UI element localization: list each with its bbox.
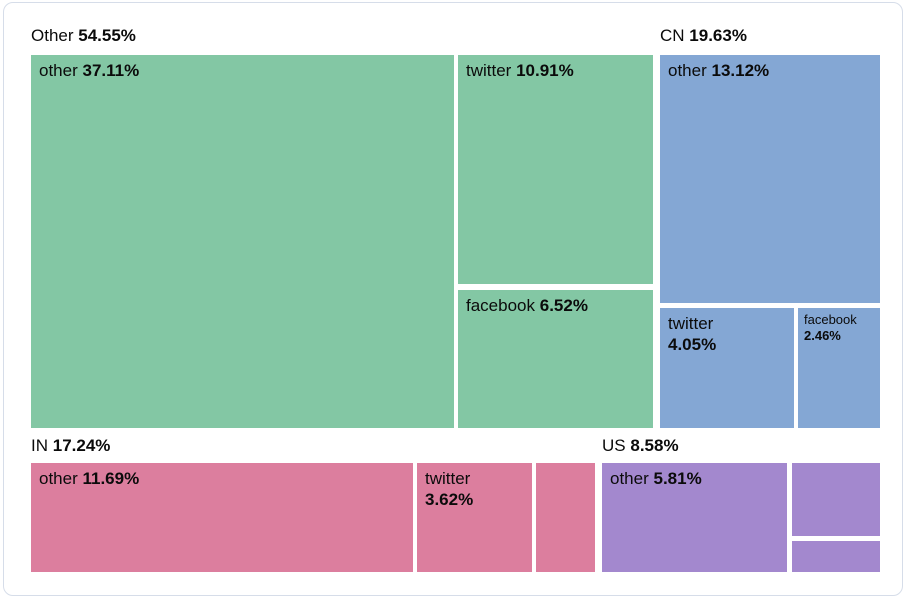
cell-label: other 37.11% — [39, 61, 140, 80]
treemap-cell-us-twitter[interactable] — [792, 463, 880, 536]
cell-label: twitter 4.05% — [668, 314, 717, 355]
group-header-cn: CN 19.63% — [660, 26, 747, 46]
treemap-cell-other-other[interactable]: other 37.11% — [31, 55, 454, 428]
cell-label: facebook 2.46% — [804, 312, 857, 343]
cell-label: other 13.12% — [668, 61, 770, 80]
treemap-cell-us-facebook[interactable] — [792, 541, 880, 572]
cell-label: twitter 10.91% — [466, 61, 574, 80]
group-value: 8.58% — [630, 436, 679, 455]
treemap-cell-us-other[interactable]: other 5.81% — [602, 463, 787, 572]
treemap-cell-in-other[interactable]: other 11.69% — [31, 463, 413, 572]
group-name: CN — [660, 26, 685, 45]
group-value: 17.24% — [52, 436, 111, 455]
group-name: US — [602, 436, 626, 455]
treemap-cell-in-twitter[interactable]: twitter 3.62% — [417, 463, 532, 572]
treemap-cell-cn-twitter[interactable]: twitter 4.05% — [660, 308, 794, 428]
treemap-cell-cn-facebook[interactable]: facebook 2.46% — [798, 308, 880, 428]
cell-label: facebook 6.52% — [466, 296, 588, 315]
group-header-other: Other 54.55% — [31, 26, 136, 46]
group-header-in: IN 17.24% — [31, 436, 110, 456]
group-header-us: US 8.58% — [602, 436, 679, 456]
group-name: IN — [31, 436, 48, 455]
treemap-cell-cn-other[interactable]: other 13.12% — [660, 55, 880, 303]
cell-label: other 5.81% — [610, 469, 702, 488]
cell-label: twitter 3.62% — [425, 469, 474, 510]
cell-label: other 11.69% — [39, 469, 140, 488]
group-name: Other — [31, 26, 74, 45]
treemap-cell-in-facebook[interactable] — [536, 463, 595, 572]
treemap-cell-other-twitter[interactable]: twitter 10.91% — [458, 55, 653, 284]
group-value: 19.63% — [689, 26, 747, 45]
treemap-cell-other-facebook[interactable]: facebook 6.52% — [458, 290, 653, 428]
group-value: 54.55% — [78, 26, 136, 45]
